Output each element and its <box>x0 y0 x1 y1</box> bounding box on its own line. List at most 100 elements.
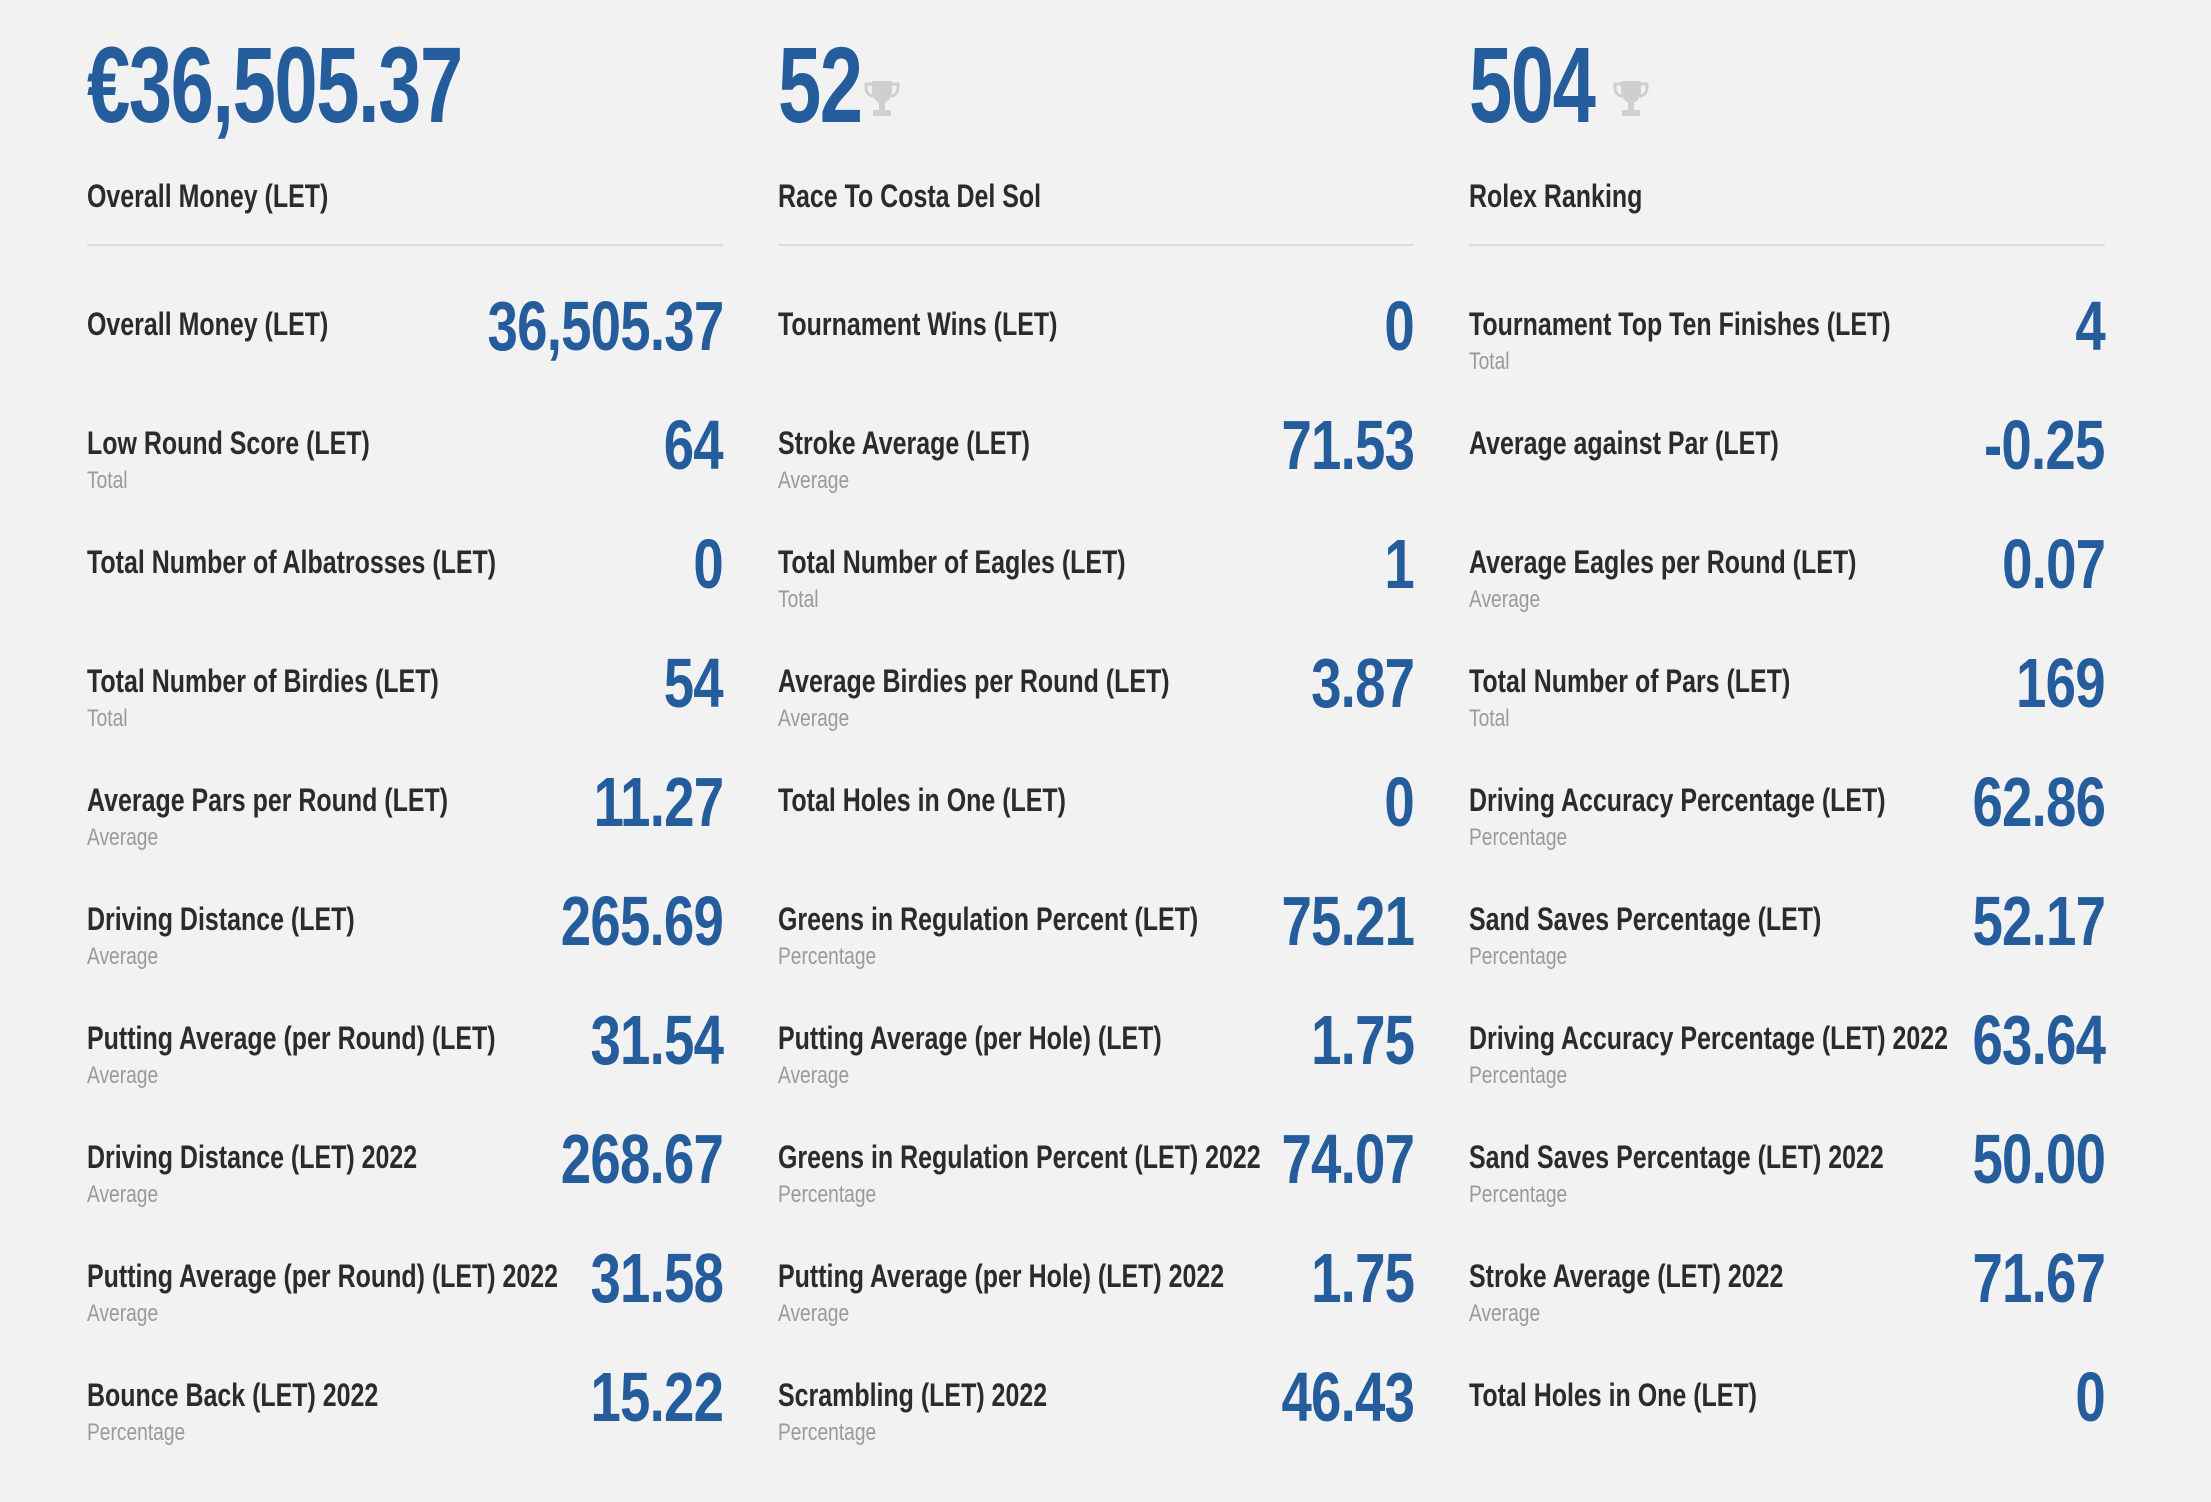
stat-row: Low Round Score (LET) Total 64 <box>87 406 724 530</box>
stat-sub: Average <box>778 467 850 494</box>
stat-value: 62.86 <box>1972 763 2106 841</box>
stat-value: 74.07 <box>1281 1120 1415 1198</box>
stat-sub: Total <box>1469 705 1510 732</box>
stat-row: Overall Money (LET) 36,505.37 <box>87 287 724 411</box>
stat-name: Tournament Wins (LET) <box>778 306 1058 342</box>
stat-row: Stroke Average (LET) 2022 Average 71.67 <box>1469 1239 2106 1363</box>
stat-value: 0 <box>2075 1358 2105 1436</box>
stat-value: 31.54 <box>590 1001 724 1079</box>
stat-sub: Average <box>87 943 159 970</box>
stat-row: Greens in Regulation Percent (LET) Percen… <box>778 882 1415 1006</box>
stat-sub: Average <box>87 1062 159 1089</box>
stat-value: 268.67 <box>560 1120 724 1198</box>
stat-list: Tournament Wins (LET) 0 Stroke Average (L… <box>778 287 1415 1482</box>
stat-sub: Percentage <box>87 1419 186 1446</box>
hero-value-row: €36,505.37 <box>87 30 647 140</box>
stat-name: Sand Saves Percentage (LET) <box>1469 901 1822 937</box>
stat-value: 0 <box>1384 763 1414 841</box>
stat-name: Putting Average (per Hole) (LET) 2022 <box>778 1258 1225 1294</box>
stat-value: 75.21 <box>1281 882 1415 960</box>
stat-value: 15.22 <box>590 1358 724 1436</box>
stat-name: Driving Distance (LET) <box>87 901 355 937</box>
hero-card: 52 Race To Costa Del Sol <box>778 0 1414 246</box>
stat-row: Putting Average (per Hole) (LET) 2022 Ave… <box>778 1239 1415 1363</box>
stat-sub: Average <box>87 824 159 851</box>
stat-name: Driving Accuracy Percentage (LET) <box>1469 782 1886 818</box>
stat-value: 71.53 <box>1281 406 1415 484</box>
stat-row: Total Number of Pars (LET) Total 169 <box>1469 644 2106 768</box>
stat-value: 1 <box>1384 525 1414 603</box>
stat-row: Putting Average (per Round) (LET) Average… <box>87 1001 724 1125</box>
stat-name: Total Number of Eagles (LET) <box>778 544 1126 580</box>
stat-sub: Percentage <box>1469 943 1568 970</box>
stat-value: 63.64 <box>1972 1001 2106 1079</box>
stat-name: Greens in Regulation Percent (LET) <box>778 901 1199 937</box>
stat-list: Overall Money (LET) 36,505.37 Low Round S… <box>87 287 724 1482</box>
stat-row: Driving Distance (LET) 2022 Average 268.67 <box>87 1120 724 1244</box>
stat-sub: Average <box>778 1062 850 1089</box>
stat-name: Low Round Score (LET) <box>87 425 370 461</box>
stat-name: Total Number of Birdies (LET) <box>87 663 439 699</box>
stat-sub: Average <box>87 1300 159 1327</box>
stats-column-rolex: 504 Rolex Ranking Tournament Top Ten Fin… <box>1469 0 2106 1482</box>
stat-sub: Percentage <box>778 1419 877 1446</box>
stat-name: Overall Money (LET) <box>87 306 329 342</box>
stat-row: Sand Saves Percentage (LET) 2022 Percenta… <box>1469 1120 2106 1244</box>
stat-name: Average against Par (LET) <box>1469 425 1779 461</box>
hero-label: Overall Money (LET) <box>87 178 329 214</box>
trophy-icon <box>864 79 900 119</box>
stat-row: Putting Average (per Hole) (LET) Average 1… <box>778 1001 1415 1125</box>
stat-name: Stroke Average (LET) 2022 <box>1469 1258 1784 1294</box>
stat-row: Total Number of Albatrosses (LET) 0 <box>87 525 724 649</box>
stat-sub: Percentage <box>1469 1062 1568 1089</box>
stat-row: Average against Par (LET) -0.25 <box>1469 406 2106 530</box>
stat-sub: Percentage <box>778 943 877 970</box>
stat-name: Stroke Average (LET) <box>778 425 1030 461</box>
stat-name: Average Eagles per Round (LET) <box>1469 544 1857 580</box>
hero-value: 52 <box>778 24 863 145</box>
stat-row: Greens in Regulation Percent (LET) 2022 P… <box>778 1120 1415 1244</box>
stat-sub: Percentage <box>1469 1181 1568 1208</box>
stat-value: 11.27 <box>593 763 724 841</box>
stat-sub: Average <box>87 1181 159 1208</box>
stat-name: Scrambling (LET) 2022 <box>778 1377 1048 1413</box>
stat-value: 169 <box>2016 644 2106 722</box>
stat-name: Putting Average (per Round) (LET) 2022 <box>87 1258 559 1294</box>
stat-row: Driving Accuracy Percentage (LET) 2022 Pe… <box>1469 1001 2106 1125</box>
stat-name: Driving Accuracy Percentage (LET) 2022 <box>1469 1020 1949 1056</box>
stat-name: Total Holes in One (LET) <box>778 782 1066 818</box>
stat-row: Average Eagles per Round (LET) Average 0.0… <box>1469 525 2106 649</box>
stat-value: 50.00 <box>1972 1120 2106 1198</box>
stat-row: Driving Distance (LET) Average 265.69 <box>87 882 724 1006</box>
stat-name: Putting Average (per Hole) (LET) <box>778 1020 1162 1056</box>
stat-value: 46.43 <box>1281 1358 1415 1436</box>
stat-sub: Average <box>778 1300 850 1327</box>
stat-sub: Average <box>778 705 850 732</box>
stat-value: 0 <box>693 525 723 603</box>
stat-row: Tournament Wins (LET) 0 <box>778 287 1415 411</box>
stat-value: 0.07 <box>2001 525 2106 603</box>
stat-value: 3.87 <box>1310 644 1415 722</box>
stat-sub: Average <box>1469 586 1541 613</box>
stat-value: 31.58 <box>590 1239 724 1317</box>
hero-label: Race To Costa Del Sol <box>778 178 1042 214</box>
stat-value: 265.69 <box>560 882 724 960</box>
stat-sub: Percentage <box>778 1181 877 1208</box>
stat-row: Bounce Back (LET) 2022 Percentage 15.22 <box>87 1358 724 1482</box>
stat-row: Tournament Top Ten Finishes (LET) Total 4 <box>1469 287 2106 411</box>
stat-name: Greens in Regulation Percent (LET) 2022 <box>778 1139 1261 1175</box>
stat-sub: Percentage <box>1469 824 1568 851</box>
stat-name: Total Number of Albatrosses (LET) <box>87 544 497 580</box>
stat-row: Stroke Average (LET) Average 71.53 <box>778 406 1415 530</box>
stat-value: 36,505.37 <box>487 287 724 365</box>
stat-value: -0.25 <box>1984 406 2105 484</box>
stat-sub: Total <box>1469 348 1510 375</box>
stat-name: Total Holes in One (LET) <box>1469 1377 1757 1413</box>
stat-value: 1.75 <box>1310 1001 1415 1079</box>
stat-value: 64 <box>663 406 724 484</box>
stat-name: Total Number of Pars (LET) <box>1469 663 1791 699</box>
stat-value: 71.67 <box>1972 1239 2106 1317</box>
stat-name: Sand Saves Percentage (LET) 2022 <box>1469 1139 1884 1175</box>
stat-sub: Total <box>87 705 128 732</box>
